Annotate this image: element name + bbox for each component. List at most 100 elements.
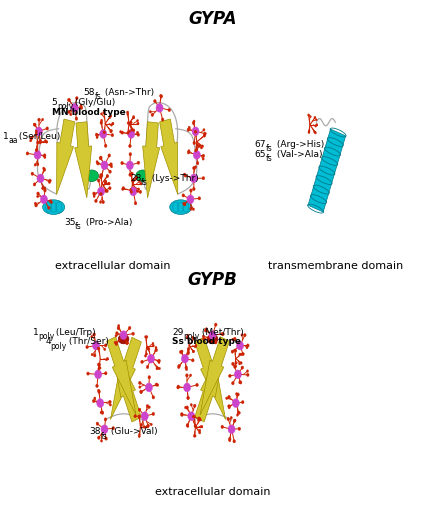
Circle shape	[315, 118, 317, 121]
Circle shape	[202, 177, 205, 180]
Circle shape	[87, 372, 89, 375]
Circle shape	[138, 417, 140, 419]
Circle shape	[26, 152, 29, 155]
Circle shape	[75, 117, 78, 121]
Circle shape	[146, 336, 148, 338]
Circle shape	[98, 389, 100, 391]
Text: 29: 29	[172, 328, 184, 337]
Circle shape	[110, 115, 112, 117]
Circle shape	[196, 161, 199, 165]
Circle shape	[201, 147, 202, 149]
Circle shape	[120, 331, 127, 340]
Circle shape	[192, 122, 195, 125]
Circle shape	[100, 173, 102, 176]
Circle shape	[204, 329, 207, 332]
Circle shape	[135, 177, 137, 180]
Circle shape	[101, 113, 102, 115]
Circle shape	[99, 201, 102, 203]
Circle shape	[70, 113, 72, 116]
Circle shape	[155, 348, 158, 352]
Text: fs: fs	[101, 432, 108, 441]
Circle shape	[98, 390, 100, 393]
Circle shape	[187, 396, 190, 400]
Circle shape	[45, 140, 48, 143]
Circle shape	[117, 326, 120, 330]
Circle shape	[106, 357, 108, 360]
Circle shape	[232, 381, 234, 385]
Ellipse shape	[170, 200, 192, 214]
Circle shape	[42, 167, 45, 170]
Circle shape	[141, 361, 143, 364]
Circle shape	[35, 127, 42, 136]
Circle shape	[185, 368, 187, 370]
Circle shape	[193, 141, 196, 145]
Circle shape	[193, 434, 196, 437]
Circle shape	[100, 121, 102, 124]
Text: (Thr/Ser): (Thr/Ser)	[66, 337, 109, 346]
Circle shape	[156, 367, 159, 370]
Circle shape	[246, 346, 248, 349]
Circle shape	[139, 433, 140, 435]
Text: aa: aa	[8, 136, 18, 145]
Circle shape	[106, 190, 108, 192]
Circle shape	[126, 161, 133, 170]
Circle shape	[181, 350, 183, 353]
Text: (Glu->Val): (Glu->Val)	[108, 428, 158, 436]
Circle shape	[110, 163, 112, 166]
Circle shape	[233, 337, 236, 341]
Circle shape	[193, 404, 196, 408]
Circle shape	[40, 195, 48, 204]
Text: (Leu/Trp): (Leu/Trp)	[53, 328, 96, 337]
Circle shape	[194, 435, 196, 437]
Circle shape	[105, 372, 107, 375]
Ellipse shape	[207, 334, 218, 344]
Circle shape	[93, 333, 96, 336]
Circle shape	[228, 396, 230, 399]
Circle shape	[137, 122, 139, 125]
Polygon shape	[107, 337, 136, 415]
Text: (Asn->Thr): (Asn->Thr)	[102, 88, 154, 96]
Circle shape	[99, 193, 102, 195]
Circle shape	[121, 161, 123, 165]
Circle shape	[155, 383, 158, 386]
Circle shape	[80, 104, 82, 107]
Circle shape	[30, 137, 33, 140]
Circle shape	[127, 111, 129, 114]
Ellipse shape	[42, 200, 65, 214]
Text: 28: 28	[130, 174, 141, 183]
Circle shape	[106, 174, 108, 177]
Circle shape	[110, 130, 112, 133]
Circle shape	[111, 134, 114, 137]
Text: poly: poly	[57, 102, 73, 111]
Circle shape	[44, 156, 46, 159]
Circle shape	[198, 419, 199, 421]
Circle shape	[37, 174, 44, 183]
Circle shape	[137, 161, 140, 165]
Text: 4: 4	[45, 337, 51, 346]
Circle shape	[94, 354, 96, 357]
Ellipse shape	[118, 334, 129, 344]
Circle shape	[104, 418, 107, 421]
Circle shape	[184, 173, 186, 176]
Circle shape	[48, 181, 51, 183]
Circle shape	[168, 108, 170, 112]
Circle shape	[136, 131, 139, 134]
Text: GYPB: GYPB	[187, 271, 238, 289]
Circle shape	[128, 129, 135, 138]
Circle shape	[98, 347, 100, 350]
Circle shape	[133, 178, 135, 181]
Circle shape	[100, 129, 107, 138]
Circle shape	[201, 425, 203, 428]
Circle shape	[35, 204, 37, 207]
Text: 1: 1	[32, 328, 38, 337]
Text: 38: 38	[90, 428, 101, 436]
Circle shape	[232, 338, 234, 341]
Circle shape	[150, 423, 152, 425]
Circle shape	[49, 200, 52, 203]
Circle shape	[195, 130, 196, 133]
Circle shape	[234, 370, 241, 379]
Circle shape	[205, 328, 207, 330]
Circle shape	[37, 195, 39, 198]
Circle shape	[30, 139, 32, 142]
Circle shape	[202, 335, 204, 337]
